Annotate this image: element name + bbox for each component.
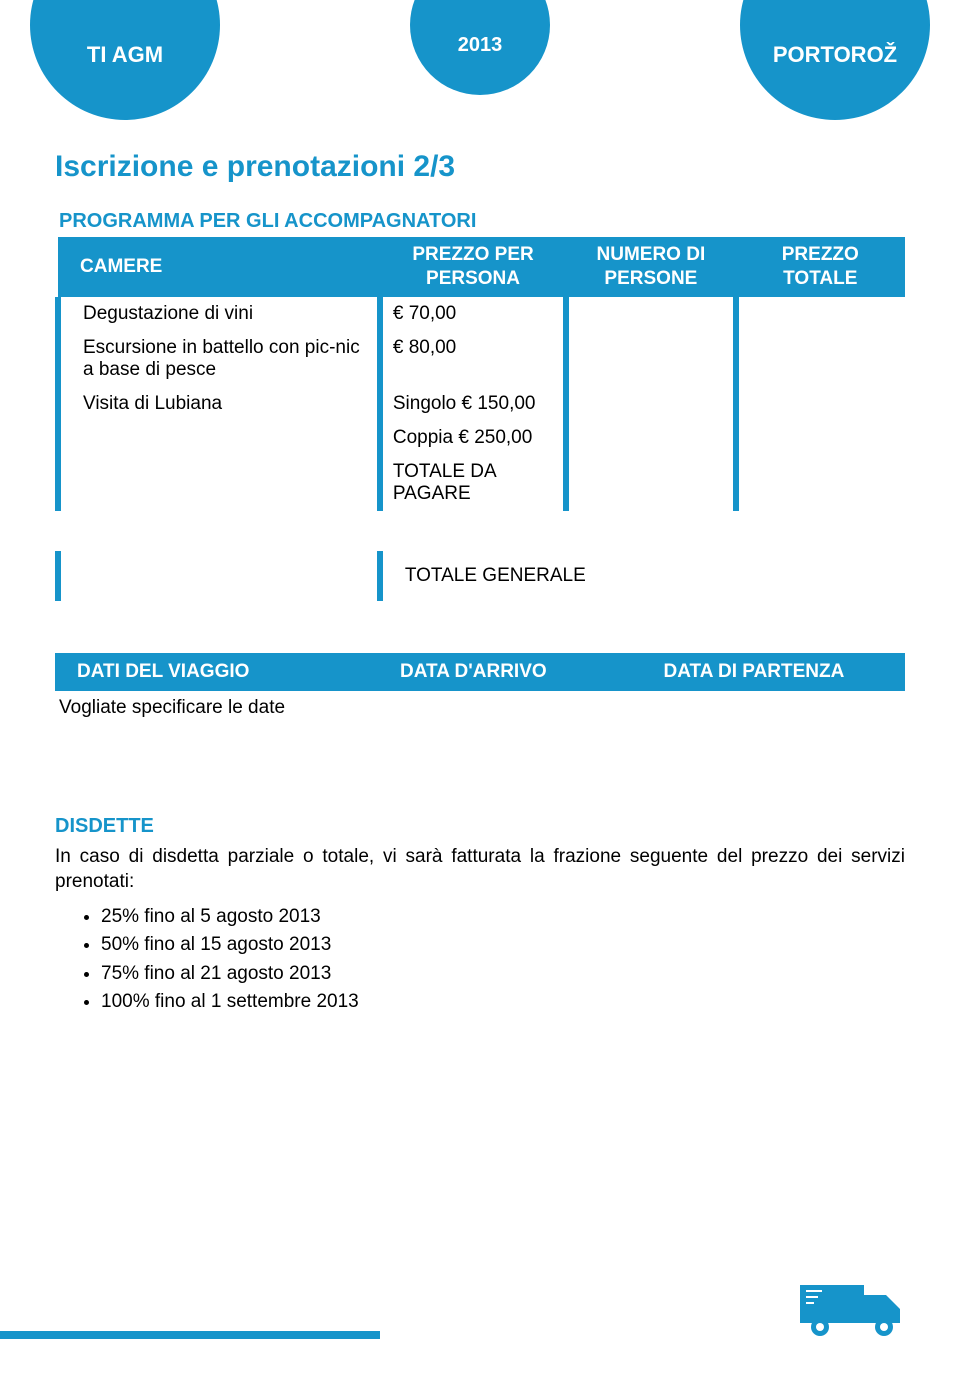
cell-total[interactable] — [736, 297, 905, 331]
cell-price: Singolo € 150,00 — [380, 387, 566, 421]
programma-subtitle: PROGRAMMA PER GLI ACCOMPAGNATORI — [55, 210, 905, 233]
cell-label — [58, 421, 380, 455]
price-table-header-row: CAMERE PREZZO PER PERSONA NUMERO DI PERS… — [58, 237, 905, 297]
th-camere: CAMERE — [58, 237, 380, 297]
list-item: 100% fino al 1 settembre 2013 — [101, 988, 905, 1017]
cell-total[interactable] — [736, 421, 905, 455]
th-prezzo-per-persona: PREZZO PER PERSONA — [380, 237, 566, 297]
th-data-partenza: DATA DI PARTENZA — [642, 653, 906, 691]
footer — [0, 1299, 960, 1339]
table-row: Vogliate specificare le date — [55, 691, 905, 725]
list-item: 25% fino al 5 agosto 2013 — [101, 903, 905, 932]
viaggio-header-row: DATI DEL VIAGGIO DATA D'ARRIVO DATA DI P… — [55, 653, 905, 691]
cell-label: Visita di Lubiana — [58, 387, 380, 421]
price-table: CAMERE PREZZO PER PERSONA NUMERO DI PERS… — [55, 237, 905, 511]
disdette-list: 25% fino al 5 agosto 2013 50% fino al 15… — [55, 903, 905, 1017]
list-item: 50% fino al 15 agosto 2013 — [101, 931, 905, 960]
th-data-arrivo: DATA D'ARRIVO — [378, 653, 642, 691]
list-item: 75% fino al 21 agosto 2013 — [101, 960, 905, 989]
table-row: Visita di Lubiana Singolo € 150,00 — [58, 387, 905, 421]
cell-label: Degustazione di vini — [58, 297, 380, 331]
totale-generale-left — [58, 551, 380, 601]
table-row: TOTALE DA PAGARE — [58, 455, 905, 511]
cell-num[interactable] — [566, 421, 735, 455]
cell-price: € 80,00 — [380, 331, 566, 387]
header-circle-center: 2013 — [410, 0, 550, 95]
table-row: TOTALE GENERALE — [58, 551, 905, 601]
cell-label — [58, 455, 380, 511]
page-title: Iscrizione e prenotazioni 2/3 — [55, 150, 905, 184]
cell-total[interactable] — [736, 455, 905, 511]
disdette-title: DISDETTE — [55, 815, 905, 838]
th-numero-persone: NUMERO DI PERSONE — [566, 237, 735, 297]
totale-generale-label: TOTALE GENERALE — [380, 551, 905, 601]
table-row: Degustazione di vini € 70,00 — [58, 297, 905, 331]
header-circle-right: PORTOROŽ — [740, 0, 930, 120]
cell-price: € 70,00 — [380, 297, 566, 331]
viaggio-row-label: Vogliate specificare le date — [55, 691, 378, 725]
cell-total[interactable] — [736, 387, 905, 421]
cell-total[interactable] — [736, 331, 905, 387]
th-dati-viaggio: DATI DEL VIAGGIO — [55, 653, 378, 691]
price-table-body: Degustazione di vini € 70,00 Escursione … — [58, 297, 905, 511]
cell-num[interactable] — [566, 331, 735, 387]
disdette-text: In caso di disdetta parziale o totale, v… — [55, 844, 905, 895]
truck-icon — [800, 1279, 910, 1339]
viaggio-arrivo-cell[interactable] — [378, 691, 642, 725]
cell-label: Escursione in battello con pic-nic a bas… — [58, 331, 380, 387]
cell-price: Coppia € 250,00 — [380, 421, 566, 455]
header-circles: TI AGM 2013 PORTOROŽ — [0, 0, 960, 130]
cell-num[interactable] — [566, 297, 735, 331]
cell-price: TOTALE DA PAGARE — [380, 455, 566, 511]
viaggio-partenza-cell[interactable] — [642, 691, 906, 725]
viaggio-table: DATI DEL VIAGGIO DATA D'ARRIVO DATA DI P… — [55, 653, 905, 725]
footer-bar — [0, 1331, 380, 1339]
table-row: Escursione in battello con pic-nic a bas… — [58, 331, 905, 387]
totale-generale-table: TOTALE GENERALE — [55, 551, 905, 601]
table-row: Coppia € 250,00 — [58, 421, 905, 455]
cell-num[interactable] — [566, 387, 735, 421]
th-prezzo-totale: PREZZO TOTALE — [736, 237, 905, 297]
header-circle-left: TI AGM — [30, 0, 220, 120]
disdette-block: DISDETTE In caso di disdetta parziale o … — [55, 815, 905, 1017]
page-content: Iscrizione e prenotazioni 2/3 PROGRAMMA … — [0, 130, 960, 1017]
cell-num[interactable] — [566, 455, 735, 511]
